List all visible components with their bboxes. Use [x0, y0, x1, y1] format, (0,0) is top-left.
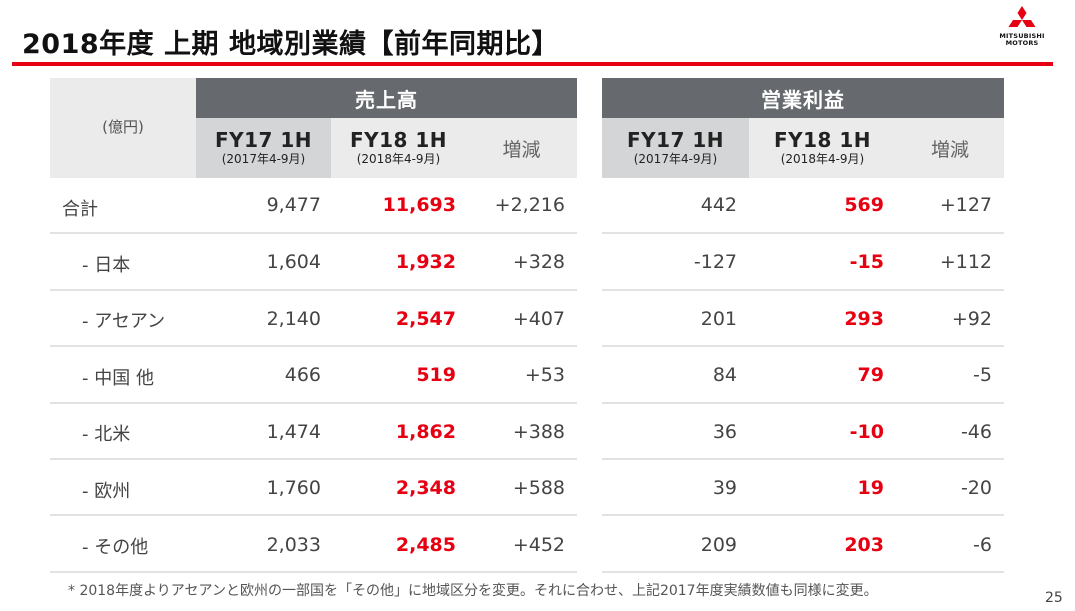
- profit-fy17-title: FY17 1H: [626, 128, 725, 152]
- profit-fy18-value: -15: [849, 251, 884, 273]
- row-divider: [50, 458, 577, 460]
- sales-fy17-value: 1,760: [266, 477, 321, 499]
- profit-fy17-value: 84: [712, 364, 737, 386]
- sales-fy17-value: 2,033: [266, 534, 321, 556]
- row-divider: [50, 232, 577, 234]
- sales-fy18-value: 519: [416, 364, 456, 386]
- profit-fy18-period: (2018年4-9月): [780, 152, 865, 166]
- row-label: - 北米: [82, 424, 131, 445]
- row-divider: [602, 289, 1004, 291]
- sales-fy17-header: FY17 1H (2017年4-9月): [196, 118, 331, 178]
- row-label: - 中国 他: [82, 368, 154, 389]
- footnote: * 2018年度よりアセアンと欧州の一部国を「その他」に地域区分を変更。それに合…: [68, 583, 878, 599]
- logo-line1: MITSUBISHI: [999, 32, 1045, 40]
- sales-fy18-period: (2018年4-9月): [356, 152, 441, 166]
- sales-fy17-value: 466: [284, 364, 321, 386]
- row-divider: [50, 345, 577, 347]
- row-divider: [602, 514, 1004, 516]
- sales-diff-value: +407: [512, 308, 565, 330]
- profit-fy18-value: -10: [849, 421, 884, 443]
- sales-fy17-value: 2,140: [266, 308, 321, 330]
- profit-fy18-value: 79: [857, 364, 884, 386]
- sales-diff-value: +53: [524, 364, 565, 386]
- row-divider: [50, 289, 577, 291]
- row-divider: [50, 514, 577, 516]
- profit-fy17-value: 209: [700, 534, 737, 556]
- profit-fy17-value: 36: [712, 421, 737, 443]
- sales-fy18-header: FY18 1H (2018年4-9月): [331, 118, 466, 178]
- sales-fy17-value: 1,604: [266, 251, 321, 273]
- sales-diff-value: +2,216: [494, 194, 565, 216]
- profit-fy18-value: 19: [857, 477, 884, 499]
- sales-diff-value: +328: [512, 251, 565, 273]
- sales-fy18-value: 1,932: [395, 251, 456, 273]
- row-divider: [602, 232, 1004, 234]
- profit-fy18-value: 293: [844, 308, 884, 330]
- sales-fy18-value: 2,485: [395, 534, 456, 556]
- logo-line2: MOTORS: [1005, 39, 1039, 47]
- page-title: 2018年度 上期 地域別業績【前年同期比】: [22, 29, 559, 60]
- row-divider: [602, 345, 1004, 347]
- row-divider: [602, 402, 1004, 404]
- row-divider: [602, 571, 1004, 573]
- profit-fy17-value: 442: [700, 194, 737, 216]
- profit-diff-header: 増減: [896, 118, 1004, 178]
- profit-diff-value: +92: [951, 308, 992, 330]
- sales-group-header: 売上高: [196, 78, 577, 118]
- profit-fy17-period: (2017年4-9月): [633, 152, 718, 166]
- row-label: - アセアン: [82, 311, 166, 332]
- three-diamonds-icon: [1008, 6, 1036, 27]
- profit-fy18-value: 569: [844, 194, 884, 216]
- sales-diff-value: +452: [512, 534, 565, 556]
- sales-diff-value: +588: [512, 477, 565, 499]
- row-label: 合計: [62, 199, 98, 220]
- sales-fy17-title: FY17 1H: [214, 128, 313, 152]
- profit-diff-value: -5: [973, 364, 992, 386]
- profit-diff-value: +112: [939, 251, 992, 273]
- sales-diff-value: +388: [512, 421, 565, 443]
- sales-fy17-period: (2017年4-9月): [221, 152, 306, 166]
- profit-diff-value: +127: [939, 194, 992, 216]
- profit-fy18-header: FY18 1H (2018年4-9月): [749, 118, 896, 178]
- sales-fy18-value: 2,348: [395, 477, 456, 499]
- mitsubishi-logo: MITSUBISHI MOTORS: [997, 6, 1047, 58]
- sales-fy18-value: 1,862: [395, 421, 456, 443]
- row-label: - 日本: [82, 255, 131, 276]
- row-label: - その他: [82, 537, 149, 558]
- title-underline: [12, 62, 1053, 66]
- row-divider: [602, 458, 1004, 460]
- sales-fy18-value: 2,547: [395, 308, 456, 330]
- profit-fy17-value: -127: [693, 251, 737, 273]
- row-divider: [50, 402, 577, 404]
- profit-group-header: 営業利益: [602, 78, 1004, 118]
- row-label: - 欧州: [82, 481, 131, 502]
- sales-diff-header: 増減: [466, 118, 577, 178]
- sales-fy17-value: 1,474: [266, 421, 321, 443]
- profit-diff-value: -46: [960, 421, 992, 443]
- profit-diff-value: -6: [973, 534, 992, 556]
- profit-fy17-value: 201: [700, 308, 737, 330]
- profit-diff-value: -20: [960, 477, 992, 499]
- sales-fy18-title: FY18 1H: [349, 128, 448, 152]
- sales-fy17-value: 9,477: [266, 194, 321, 216]
- unit-label: (億円): [50, 78, 196, 178]
- sales-fy18-value: 11,693: [382, 194, 456, 216]
- profit-fy17-header: FY17 1H (2017年4-9月): [602, 118, 749, 178]
- row-divider: [50, 571, 577, 573]
- profit-fy18-value: 203: [844, 534, 884, 556]
- profit-fy17-value: 39: [712, 477, 737, 499]
- profit-fy18-title: FY18 1H: [773, 128, 872, 152]
- page-number: 25: [1045, 590, 1063, 606]
